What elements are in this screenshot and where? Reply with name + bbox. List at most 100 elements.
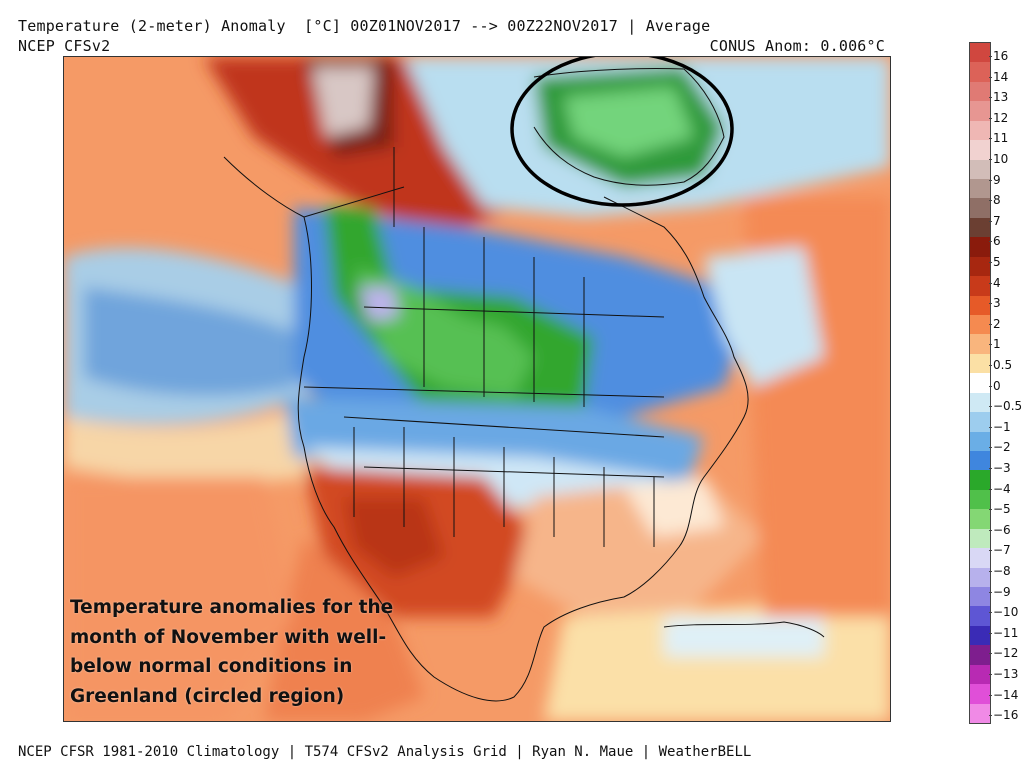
colorbar-label: −0.5 xyxy=(993,399,1023,414)
colorbar-label: 8 xyxy=(993,193,1001,208)
caption-line-4: Greenland (circled region) xyxy=(70,685,345,707)
colorbar-tick xyxy=(989,653,992,655)
colorbar-bin xyxy=(970,276,990,297)
colorbar-bin xyxy=(970,431,990,452)
colorbar-tick xyxy=(989,159,992,160)
colorbar-label: 0.5 xyxy=(993,358,1013,372)
colorbar-bin xyxy=(970,159,990,180)
colorbar-label: 10 xyxy=(993,152,1009,166)
colorbar-bin xyxy=(970,645,990,666)
colorbar-tick xyxy=(989,200,992,202)
colorbar-bin xyxy=(970,334,990,355)
colorbar-tick xyxy=(989,323,992,325)
colorbar-bin xyxy=(970,217,990,238)
colorbar-bin xyxy=(970,373,990,394)
greenland-circle xyxy=(510,57,734,207)
map-caption: Temperature anomalies for the month of N… xyxy=(70,593,450,711)
colorbar-bin xyxy=(970,179,990,199)
colorbar-bin xyxy=(970,412,990,433)
colorbar-bin xyxy=(970,43,990,63)
colorbar-bin xyxy=(970,489,990,510)
colorbar-label: 9 xyxy=(993,172,1001,187)
colorbar-tick xyxy=(989,468,992,469)
colorbar-label: −6 xyxy=(993,522,1011,537)
colorbar-label: 7 xyxy=(993,213,1001,228)
colorbar-bin xyxy=(970,101,990,122)
map-title: Temperature (2-meter) Anomaly [°C] 00Z01… xyxy=(18,17,711,35)
colorbar-label: 1 xyxy=(993,337,1001,352)
colorbar-label: −16 xyxy=(993,708,1019,723)
colorbar-bin xyxy=(970,120,990,141)
colorbar-bin xyxy=(970,548,990,569)
colorbar-tick xyxy=(989,262,992,263)
colorbar-label: −1 xyxy=(993,419,1011,434)
colorbar-label: 3 xyxy=(993,296,1001,311)
colorbar-tick xyxy=(989,632,992,634)
colorbar-bin xyxy=(970,587,990,607)
colorbar-tick xyxy=(989,179,992,181)
colorbar-bin xyxy=(970,140,990,161)
colorbar-label: −10 xyxy=(993,605,1019,620)
colorbar-label: 6 xyxy=(993,234,1001,249)
colorbar-bin xyxy=(970,606,990,627)
colorbar-bin xyxy=(970,353,990,374)
colorbar-tick xyxy=(989,220,992,222)
conus-anomaly: CONUS Anom: 0.006°C xyxy=(709,37,885,55)
colorbar-bin xyxy=(970,237,990,258)
colorbar-tick xyxy=(989,385,992,387)
colorbar-label: −4 xyxy=(993,481,1011,496)
colorbar-bin xyxy=(970,509,990,530)
caption-line-3: below normal conditions in xyxy=(70,656,353,677)
colorbar-tick xyxy=(989,344,992,346)
colorbar-tick xyxy=(989,97,992,99)
colorbar-tick xyxy=(989,612,992,614)
colorbar-label: 2 xyxy=(993,316,1001,331)
colorbar-bin xyxy=(970,470,990,491)
colorbar-label: 16 xyxy=(993,49,1009,63)
colorbar-label: −2 xyxy=(993,440,1011,455)
colorbar-tick xyxy=(989,591,992,593)
colorbar-label: −13 xyxy=(993,667,1019,681)
colorbar-bin xyxy=(970,62,990,83)
colorbar-label: 5 xyxy=(993,255,1001,269)
colorbar-bin xyxy=(970,703,990,724)
colorbar-tick xyxy=(989,426,992,428)
colorbar-label: −3 xyxy=(993,461,1011,475)
colorbar xyxy=(969,42,991,724)
colorbar-tick xyxy=(989,303,992,305)
colorbar-tick xyxy=(989,365,992,366)
colorbar-label: −7 xyxy=(993,543,1011,558)
colorbar-label: −9 xyxy=(993,584,1011,599)
colorbar-tick xyxy=(989,241,992,243)
colorbar-label: 13 xyxy=(993,90,1009,105)
colorbar-label: −8 xyxy=(993,564,1011,578)
colorbar-bin xyxy=(970,684,990,705)
colorbar-tick xyxy=(989,117,992,119)
colorbar-bin xyxy=(970,392,990,413)
map-canvas xyxy=(64,57,890,721)
colorbar-bin xyxy=(970,625,990,646)
colorbar-bin xyxy=(970,451,990,471)
colorbar-label: 14 xyxy=(993,69,1009,84)
colorbar-bin xyxy=(970,81,990,102)
colorbar-tick xyxy=(989,715,992,717)
colorbar-tick xyxy=(989,529,992,531)
colorbar-bin xyxy=(970,315,990,335)
caption-line-2: month of November with well- xyxy=(70,626,387,648)
coastlines xyxy=(223,68,825,702)
colorbar-tick xyxy=(989,138,992,140)
colorbar-tick xyxy=(989,550,992,552)
colorbar-label: −12 xyxy=(993,646,1019,661)
colorbar-bin xyxy=(970,256,990,277)
colorbar-label: −5 xyxy=(993,502,1011,517)
colorbar-label: 0 xyxy=(993,378,1001,393)
colorbar-tick xyxy=(989,571,992,572)
colorbar-tick xyxy=(989,694,992,696)
colorbar-tick xyxy=(989,76,992,78)
colorbar-tick xyxy=(989,56,992,57)
colorbar-tick xyxy=(989,282,992,284)
caption-line-1: Temperature anomalies for the xyxy=(70,597,394,618)
colorbar-label: −11 xyxy=(993,625,1019,640)
colorbar-tick xyxy=(989,488,992,490)
colorbar-bin xyxy=(970,567,990,588)
